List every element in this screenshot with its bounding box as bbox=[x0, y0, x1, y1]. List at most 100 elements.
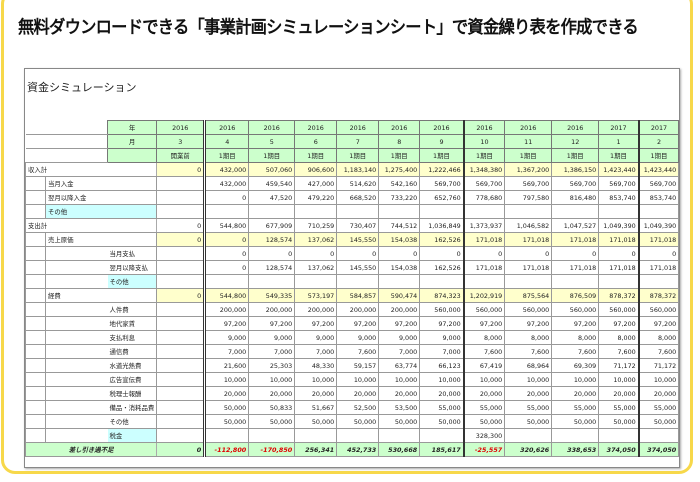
value-cell bbox=[419, 274, 465, 289]
value-cell: 1,047,527 bbox=[551, 218, 600, 233]
indent bbox=[45, 302, 108, 317]
header-cell: 2016 bbox=[551, 120, 600, 135]
value-cell: 162,526 bbox=[419, 232, 465, 247]
value-cell: 0 bbox=[248, 246, 296, 261]
value-cell bbox=[156, 316, 206, 331]
header-cell: 6 bbox=[294, 134, 338, 149]
header-cell: 1期目 bbox=[598, 148, 640, 163]
value-cell: 544,800 bbox=[203, 218, 250, 233]
table-row: 通信費 7,000 7,000 7,000 7,600 7,000 7,000 7,600 7,… bbox=[25, 344, 679, 359]
value-cell: 1,049,390 bbox=[637, 218, 679, 233]
value-cell bbox=[678, 204, 679, 219]
header-cell: 7 bbox=[336, 134, 380, 149]
value-cell: 1,348,380 bbox=[462, 162, 506, 177]
value-cell: 200,000 bbox=[336, 302, 380, 317]
value-cell: 569,700 bbox=[598, 176, 640, 191]
value-cell: 66,123 bbox=[419, 358, 465, 373]
value-cell bbox=[678, 274, 679, 289]
header-cell: 2016 bbox=[462, 120, 506, 135]
indent bbox=[45, 372, 108, 387]
value-cell: 10,000 bbox=[462, 372, 506, 387]
header-year-row: 年 2016 2016 2016 2016 2016 2016 2016 2016 2016 201… bbox=[25, 120, 679, 135]
value-cell: 7,000 bbox=[419, 344, 465, 359]
value-cell: 8,000 bbox=[462, 330, 506, 345]
value-cell: 97,200 bbox=[419, 316, 465, 331]
indent bbox=[25, 358, 46, 373]
value-cell: 50,000 bbox=[504, 414, 553, 429]
value-cell: 55,000 bbox=[678, 400, 679, 415]
value-cell bbox=[637, 204, 679, 219]
row-label: 備品・消耗品費 bbox=[107, 400, 158, 415]
value-cell: 71,172 bbox=[637, 358, 679, 373]
value-cell: 0 bbox=[378, 246, 421, 261]
value-cell: 560,000 bbox=[637, 302, 679, 317]
value-cell: 20,000 bbox=[504, 386, 553, 401]
table-row: 差し引き過不足 0 -112,800 -170,850 256,341 452,733 53… bbox=[25, 442, 679, 457]
table-row: 当月入金 432,000 459,540 427,000 514,620 542,160 5… bbox=[25, 176, 679, 191]
value-cell: 560,000 bbox=[551, 302, 600, 317]
value-cell: 7,600 bbox=[462, 344, 506, 359]
value-cell: 0 bbox=[203, 190, 250, 205]
table-row: 水道光熱費 21,600 25,303 48,330 59,157 63,774 66,12… bbox=[25, 358, 679, 373]
value-cell bbox=[598, 428, 640, 443]
value-cell: 50,000 bbox=[336, 414, 380, 429]
header-cell: 5 bbox=[248, 134, 296, 149]
value-cell: 652,760 bbox=[419, 190, 465, 205]
value-cell: 97,200 bbox=[248, 316, 296, 331]
value-cell bbox=[156, 400, 206, 415]
value-cell: 0 bbox=[551, 246, 600, 261]
value-cell: 71,172 bbox=[598, 358, 640, 373]
header-cell: 12 bbox=[551, 134, 600, 149]
value-cell bbox=[504, 204, 553, 219]
row-label: 税金 bbox=[107, 428, 158, 443]
value-cell: 63,774 bbox=[378, 358, 421, 373]
value-cell: 200,000 bbox=[203, 302, 250, 317]
header-cell: 10 bbox=[462, 134, 506, 149]
header-label: 年 bbox=[106, 120, 158, 135]
row-label: その他 bbox=[107, 414, 158, 429]
value-cell: 20,000 bbox=[203, 386, 250, 401]
value-cell: 171,018 bbox=[637, 232, 679, 247]
value-cell: 560,000 bbox=[419, 302, 465, 317]
value-cell bbox=[419, 428, 465, 443]
indent bbox=[25, 386, 46, 401]
value-cell: 569,700 bbox=[504, 176, 553, 191]
value-cell bbox=[156, 274, 206, 289]
value-cell: 171,018 bbox=[462, 260, 506, 275]
value-cell: 338,653 bbox=[551, 442, 600, 457]
value-cell: 569,700 bbox=[678, 176, 679, 191]
value-cell: 97,200 bbox=[203, 316, 250, 331]
value-cell: 0 bbox=[678, 246, 679, 261]
header-cell: 1期目 bbox=[248, 148, 296, 163]
header-cell: 1 bbox=[598, 134, 640, 149]
table-row: 備品・消耗品費 50,000 50,833 51,667 52,500 53,500 55,… bbox=[25, 400, 679, 415]
value-cell: 171,018 bbox=[598, 260, 640, 275]
value-cell bbox=[551, 204, 600, 219]
value-cell: 514,620 bbox=[336, 176, 380, 191]
value-cell: 530,668 bbox=[378, 442, 421, 457]
header-cell: 1期目 bbox=[378, 148, 421, 163]
indent bbox=[25, 190, 46, 205]
value-cell: 7,000 bbox=[378, 344, 421, 359]
table-row: その他 bbox=[25, 204, 679, 219]
value-cell: 374,050 bbox=[598, 442, 640, 457]
value-cell: 328,300 bbox=[462, 428, 506, 443]
value-cell: 584,857 bbox=[336, 288, 380, 303]
value-cell: 744,512 bbox=[378, 218, 421, 233]
value-cell: 154,038 bbox=[378, 232, 421, 247]
value-cell: 50,000 bbox=[203, 400, 250, 415]
indent bbox=[45, 400, 108, 415]
header-cell: 2016 bbox=[203, 120, 250, 135]
header-label: 月 bbox=[106, 134, 158, 149]
header-cell: 3 bbox=[678, 134, 679, 149]
value-cell: 137,062 bbox=[294, 260, 338, 275]
table-row: 地代家賃 97,200 97,200 97,200 97,200 97,200 97,200… bbox=[25, 316, 679, 331]
value-cell: 10,000 bbox=[294, 372, 338, 387]
value-cell: 48,330 bbox=[294, 358, 338, 373]
value-cell: 50,000 bbox=[248, 414, 296, 429]
value-cell: 677,909 bbox=[248, 218, 296, 233]
header-blank bbox=[25, 148, 108, 163]
value-cell: 52,500 bbox=[336, 400, 380, 415]
header-cell: 2016 bbox=[156, 120, 206, 135]
row-label: 税理士報酬 bbox=[107, 386, 158, 401]
